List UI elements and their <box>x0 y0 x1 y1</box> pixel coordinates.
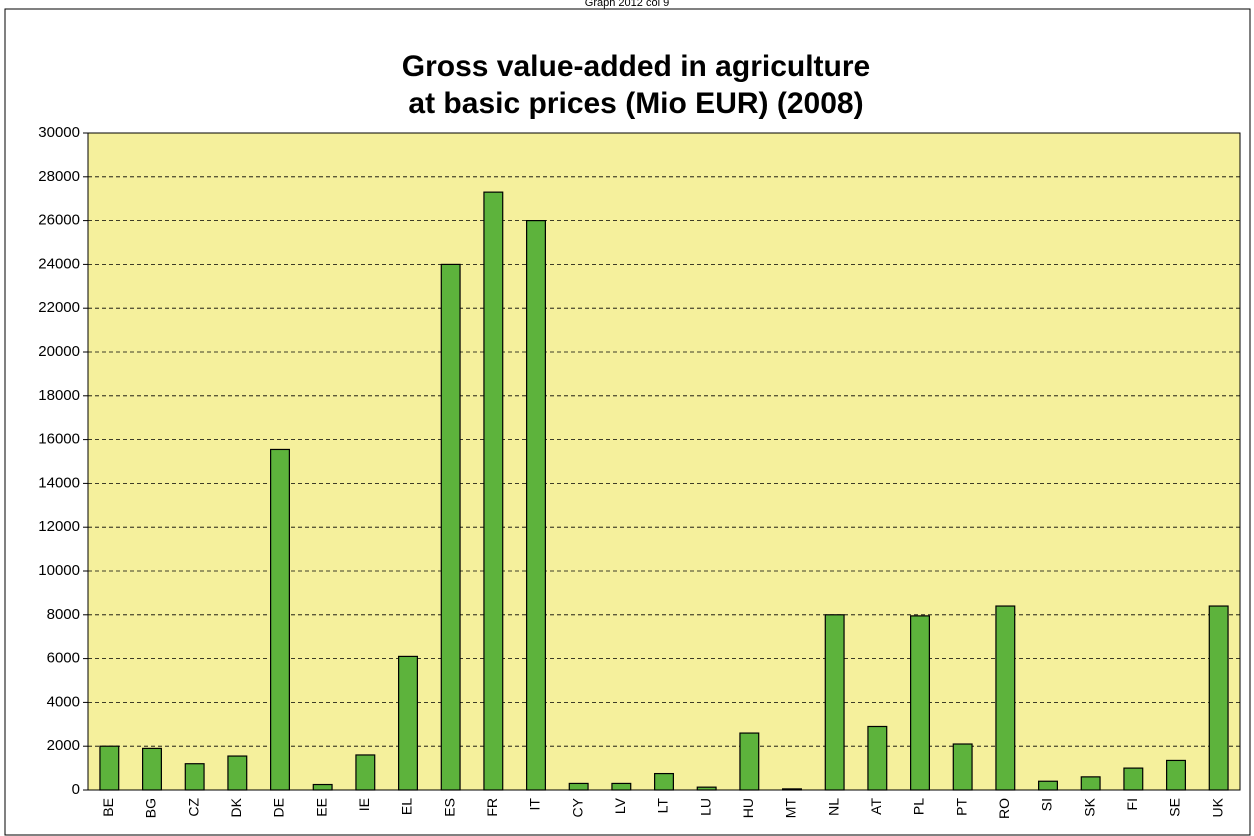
bar <box>995 605 1016 791</box>
x-tick-label: EE <box>313 798 329 817</box>
bar <box>526 220 546 791</box>
bar <box>952 743 973 791</box>
bar <box>739 732 760 791</box>
bar <box>1166 759 1186 791</box>
bar <box>440 263 461 791</box>
x-tick-label: FR <box>484 798 500 817</box>
page-header: Graph 2012 col 9 <box>585 0 669 9</box>
bar <box>1123 767 1144 791</box>
y-tick-label: 18000 <box>38 387 80 404</box>
bar <box>312 783 333 791</box>
x-tick-label: BE <box>100 798 116 817</box>
bar <box>824 614 845 791</box>
y-tick-label: 8000 <box>47 606 80 623</box>
bar <box>483 191 504 791</box>
x-tick-label: LV <box>612 797 628 814</box>
y-tick-label: 16000 <box>38 431 80 448</box>
x-tick-label: CY <box>569 797 585 817</box>
bar <box>227 755 248 791</box>
x-tick-label: DK <box>228 797 244 817</box>
y-tick-label: 0 <box>72 781 80 798</box>
x-tick-label: CZ <box>185 798 201 817</box>
x-tick-label: SE <box>1167 798 1183 817</box>
bar <box>568 782 589 791</box>
y-tick-label: 2000 <box>47 737 80 754</box>
chart-title: at basic prices (Mio EUR) (2008) <box>408 87 863 120</box>
bar <box>910 615 930 791</box>
x-tick-label: SK <box>1081 797 1097 816</box>
x-tick-label: FI <box>1124 798 1140 810</box>
bar <box>1208 605 1229 791</box>
y-tick-label: 20000 <box>38 343 80 360</box>
y-tick-label: 12000 <box>38 518 80 535</box>
y-tick-label: 22000 <box>38 299 80 316</box>
x-tick-label: BG <box>143 798 159 818</box>
x-tick-label: LT <box>655 798 671 814</box>
bar <box>611 782 632 791</box>
bar <box>398 655 418 791</box>
x-tick-label: PL <box>911 798 927 815</box>
bar <box>867 725 888 791</box>
y-tick-label: 30000 <box>38 124 80 141</box>
bar <box>355 754 376 791</box>
x-tick-label: IE <box>356 798 372 811</box>
x-tick-label: UK <box>1209 797 1225 817</box>
x-tick-label: SI <box>1039 798 1055 811</box>
y-tick-label: 26000 <box>38 212 80 229</box>
x-tick-label: MT <box>783 798 799 819</box>
y-tick-label: 28000 <box>38 168 80 185</box>
y-tick-label: 24000 <box>38 255 80 272</box>
x-tick-label: ES <box>441 798 457 817</box>
x-tick-label: IT <box>527 798 543 811</box>
x-tick-label: EL <box>399 798 415 815</box>
x-tick-label: AT <box>868 798 884 815</box>
bar <box>1038 780 1058 791</box>
bar <box>142 747 162 791</box>
x-tick-label: HU <box>740 798 756 818</box>
bar <box>1080 776 1101 791</box>
bar <box>99 745 120 791</box>
x-tick-label: LU <box>697 798 713 816</box>
y-tick-label: 4000 <box>47 693 80 710</box>
bar <box>782 788 802 791</box>
y-tick-label: 6000 <box>47 650 80 667</box>
plot-area <box>87 132 1241 791</box>
x-tick-label: PT <box>953 798 969 816</box>
bar <box>270 448 290 791</box>
x-tick-label: NL <box>825 798 841 816</box>
bar <box>696 786 717 791</box>
chart-title: Gross value-added in agriculture <box>402 50 870 83</box>
x-tick-label: DE <box>271 798 287 817</box>
x-tick-label: RO <box>996 798 1012 819</box>
bar <box>654 772 674 791</box>
bar <box>184 763 205 791</box>
y-tick-label: 14000 <box>38 474 80 491</box>
y-tick-label: 10000 <box>38 562 80 579</box>
